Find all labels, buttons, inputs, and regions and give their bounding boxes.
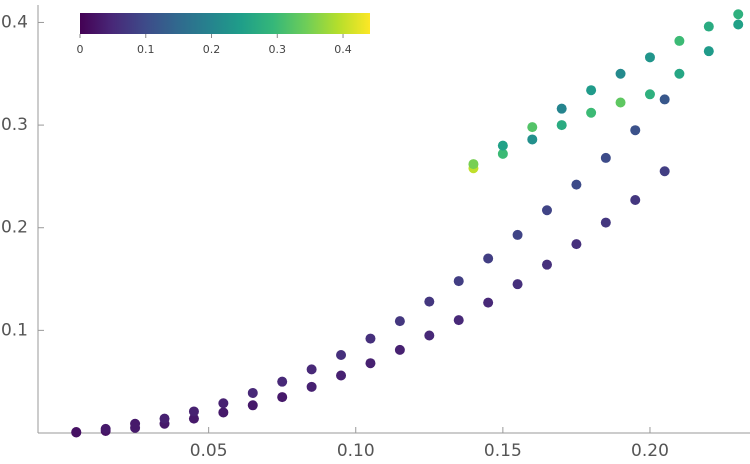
point: [703, 46, 714, 57]
y-tick-label: 0.1: [1, 320, 28, 340]
colorbar-tick-label: 0: [77, 43, 84, 56]
point: [365, 333, 376, 344]
colorbar: [80, 13, 370, 34]
point: [541, 259, 552, 270]
x-tick-label: 0.05: [190, 441, 228, 461]
point: [674, 35, 685, 46]
y-tick-label: 0.2: [1, 218, 28, 238]
point: [497, 140, 508, 151]
colorbar-tick-label: 0.3: [269, 43, 287, 56]
point: [71, 426, 82, 437]
point: [277, 376, 288, 387]
point: [541, 205, 552, 216]
point: [453, 276, 464, 287]
point: [659, 166, 670, 177]
point: [527, 122, 538, 133]
point: [394, 344, 405, 355]
point: [218, 407, 229, 418]
point: [615, 97, 626, 108]
point: [674, 68, 685, 79]
point: [159, 413, 170, 424]
point: [424, 296, 435, 307]
point: [247, 387, 258, 398]
point: [527, 134, 538, 145]
point: [659, 94, 670, 105]
point: [644, 52, 655, 63]
colorbar-tick-label: 0.4: [334, 43, 352, 56]
point: [306, 381, 317, 392]
point: [497, 148, 508, 159]
point: [571, 179, 582, 190]
point: [556, 120, 567, 131]
point: [336, 370, 347, 381]
point: [733, 19, 744, 30]
colorbar-tick-label: 0.2: [203, 43, 221, 56]
point: [512, 279, 523, 290]
point: [556, 103, 567, 114]
y-tick-label: 0.4: [1, 12, 28, 32]
point: [394, 316, 405, 327]
point: [306, 364, 317, 375]
point: [571, 239, 582, 250]
x-tick-label: 0.15: [484, 441, 522, 461]
point: [644, 89, 655, 100]
point: [586, 85, 597, 96]
point: [630, 125, 641, 136]
x-tick-label: 0.10: [337, 441, 375, 461]
point: [247, 400, 258, 411]
colorbar-tick-label: 0.1: [137, 43, 155, 56]
point: [630, 195, 641, 206]
point: [336, 349, 347, 360]
x-tick-label: 0.20: [631, 441, 669, 461]
point: [188, 413, 199, 424]
point: [600, 152, 611, 163]
point: [615, 68, 626, 79]
point: [100, 423, 111, 434]
point: [130, 418, 141, 429]
point: [586, 107, 597, 118]
point: [483, 253, 494, 264]
point: [277, 392, 288, 403]
point: [600, 217, 611, 228]
point: [468, 159, 479, 170]
point: [703, 21, 714, 32]
point: [365, 358, 376, 369]
point: [453, 315, 464, 326]
point: [512, 229, 523, 240]
point: [188, 406, 199, 417]
point: [483, 297, 494, 308]
point: [733, 9, 744, 20]
point: [424, 330, 435, 341]
point: [218, 398, 229, 409]
y-tick-label: 0.3: [1, 115, 28, 135]
